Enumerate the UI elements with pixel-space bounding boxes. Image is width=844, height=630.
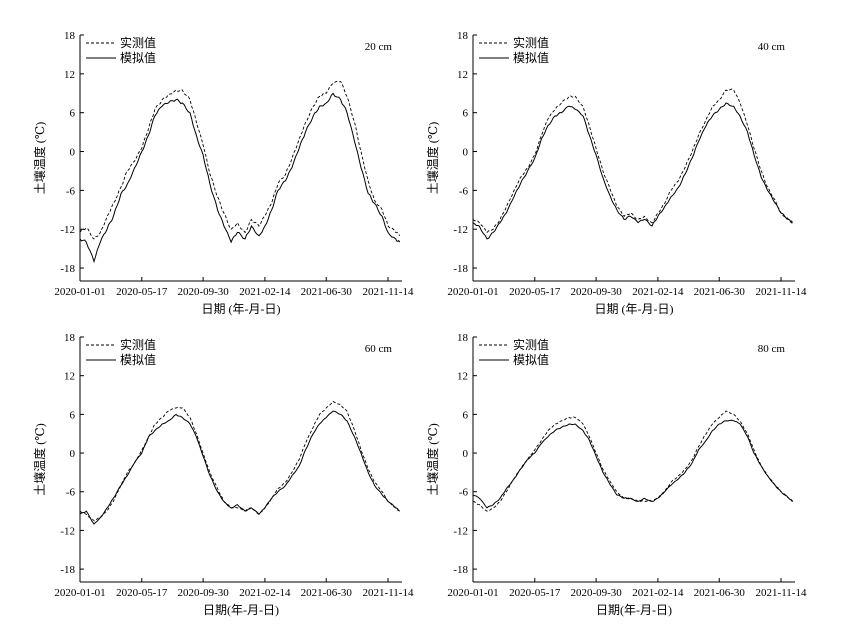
y-tick-label: 18 <box>457 332 469 344</box>
y-tick-label: -12 <box>453 525 468 537</box>
x-tick-label: 2020-01-01 <box>54 587 105 599</box>
series-line-measured <box>472 410 793 512</box>
x-tick-label: 2021-02-14 <box>632 286 684 298</box>
x-tick-label: 2021-11-14 <box>756 286 807 298</box>
legend-label: 模拟值 <box>513 352 549 367</box>
x-tick-label: 2021-06-30 <box>301 286 353 298</box>
y-tick-label: 12 <box>64 371 75 383</box>
y-tick-label: 6 <box>463 108 469 120</box>
y-tick-label: 18 <box>64 332 76 344</box>
y-tick-label: 0 <box>463 448 469 460</box>
x-tick-label: 2021-06-30 <box>301 587 353 599</box>
x-axis-label: 日期 (年-月-日) <box>595 302 674 316</box>
x-tick-label: 2021-06-30 <box>694 286 746 298</box>
series-line-simulated <box>79 92 401 264</box>
series-line-simulated <box>472 102 793 240</box>
x-axis-label: 日期(年-月-日) <box>596 603 672 617</box>
x-tick-label: 2020-05-17 <box>116 587 168 599</box>
series-line-simulated <box>472 419 794 509</box>
x-tick-label: 2020-05-17 <box>509 587 561 599</box>
x-tick-label: 2020-09-30 <box>570 286 622 298</box>
y-tick-label: 18 <box>64 30 76 42</box>
x-tick-label: 2021-06-30 <box>694 587 746 599</box>
chart-panel-2: 18 12 6 0 -6 -12 -18 2020-01-01 2020-05-17 2020-0… <box>425 30 807 316</box>
legend-label: 实测值 <box>120 337 156 352</box>
y-tick-label: -6 <box>459 185 469 197</box>
y-tick-label: 0 <box>70 448 76 460</box>
y-axis-label: 土壤温度 (℃) <box>32 423 47 495</box>
series-line-simulated <box>79 410 400 525</box>
x-tick-label: 2020-01-01 <box>54 286 105 298</box>
y-tick-label: 0 <box>463 147 469 159</box>
y-axis-label: 土壤温度 (℃) <box>425 122 440 194</box>
x-tick-label: 2020-01-01 <box>447 587 498 599</box>
chart-panel-4: 18 12 6 0 -6 -12 -18 2020-01-01 2020-05-17 2020-0… <box>425 332 807 617</box>
x-tick-label: 2020-05-17 <box>509 286 561 298</box>
x-tick-label: 2021-02-14 <box>239 286 291 298</box>
depth-label: 40 cm <box>758 41 786 53</box>
x-tick-label: 2021-02-14 <box>239 587 291 599</box>
y-tick-label: -18 <box>60 564 75 576</box>
legend-label: 实测值 <box>513 337 549 352</box>
y-axis-label: 土壤温度 (℃) <box>425 423 440 495</box>
y-tick-label: -6 <box>66 487 76 499</box>
x-tick-label: 2020-09-30 <box>177 587 229 599</box>
chart-panel-1: 18 12 6 0 -6 -12 -18 2020-01-01 2020-05-17 2020-0… <box>32 30 414 316</box>
depth-label: 80 cm <box>758 343 786 355</box>
y-tick-label: 6 <box>463 409 469 421</box>
y-tick-label: -12 <box>60 224 75 236</box>
legend-label: 实测值 <box>120 35 156 50</box>
y-tick-label: 12 <box>64 69 75 81</box>
y-tick-label: -18 <box>453 263 468 275</box>
x-axis-label: 日期 (年-月-日) <box>202 302 281 316</box>
depth-label: 20 cm <box>365 41 393 53</box>
x-tick-label: 2021-11-14 <box>756 587 807 599</box>
y-axis-label: 土壤温度 (℃) <box>32 122 47 194</box>
y-tick-label: -6 <box>459 487 469 499</box>
y-tick-label: -12 <box>60 525 75 537</box>
y-tick-label: 18 <box>457 30 469 42</box>
y-tick-label: 6 <box>70 108 76 120</box>
y-tick-label: 12 <box>457 371 468 383</box>
legend-label: 模拟值 <box>120 352 156 367</box>
depth-label: 60 cm <box>365 343 393 355</box>
x-axis-label: 日期(年-月-日) <box>203 603 279 617</box>
x-tick-label: 2020-09-30 <box>570 587 622 599</box>
y-tick-label: 0 <box>70 147 76 159</box>
y-tick-label: 6 <box>70 409 76 421</box>
x-tick-label: 2021-11-14 <box>363 587 414 599</box>
x-tick-label: 2020-09-30 <box>177 286 229 298</box>
x-tick-label: 2020-05-17 <box>116 286 168 298</box>
x-tick-label: 2021-11-14 <box>363 286 414 298</box>
series-line-measured <box>79 80 401 240</box>
series-line-measured <box>79 400 400 522</box>
legend-label: 模拟值 <box>120 50 156 65</box>
y-tick-label: -12 <box>453 224 468 236</box>
legend-label: 实测值 <box>513 35 549 50</box>
series-line-measured <box>472 88 794 234</box>
y-tick-label: -6 <box>66 185 76 197</box>
x-tick-label: 2021-02-14 <box>632 587 684 599</box>
x-tick-label: 2020-01-01 <box>447 286 498 298</box>
y-tick-label: -18 <box>453 564 468 576</box>
legend-label: 模拟值 <box>513 50 549 65</box>
y-tick-label: 12 <box>457 69 468 81</box>
y-tick-label: -18 <box>60 263 75 275</box>
chart-panel-3: 18 12 6 0 -6 -12 -18 2020-01-01 2020-05-17 2020-0… <box>32 332 414 617</box>
